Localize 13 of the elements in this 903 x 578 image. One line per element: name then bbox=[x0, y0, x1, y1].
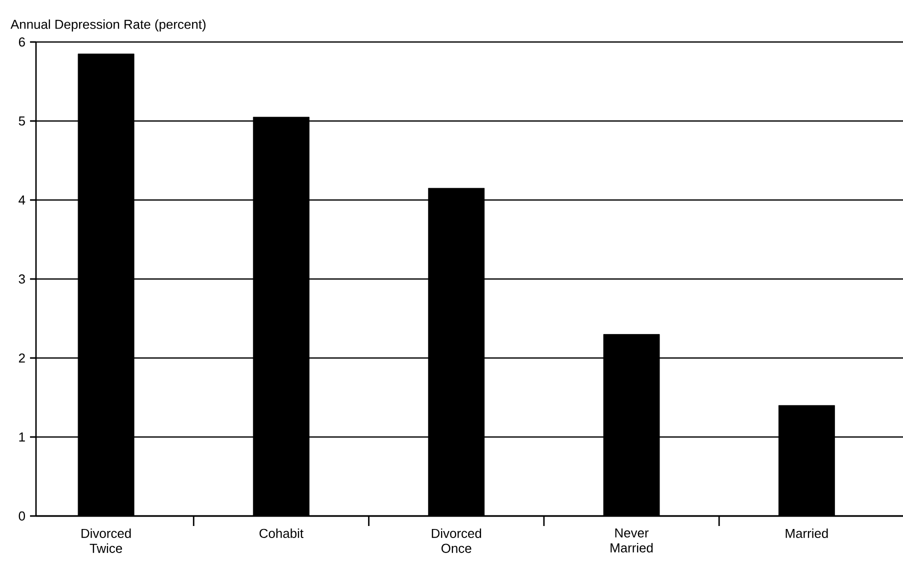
x-tick-label: Divorced Twice bbox=[82, 528, 131, 553]
x-tick-label: Married bbox=[786, 528, 828, 538]
y-axis-title: Annual Depression Rate (percent) bbox=[10, 19, 206, 32]
y-tick-label: 6 bbox=[18, 37, 25, 47]
y-tick-label: 0 bbox=[18, 511, 26, 521]
y-tick-label: 3 bbox=[18, 274, 25, 284]
x-tick-label: Divorced Once bbox=[432, 528, 482, 553]
y-tick-label: 4 bbox=[18, 196, 26, 204]
x-tick-label: Never Married bbox=[610, 528, 653, 552]
y-tick-label: 1 bbox=[19, 432, 25, 442]
y-tick-label: 2 bbox=[18, 353, 25, 363]
y-tick-label: 5 bbox=[18, 116, 25, 126]
x-tick-label: Cohabit bbox=[260, 528, 304, 538]
